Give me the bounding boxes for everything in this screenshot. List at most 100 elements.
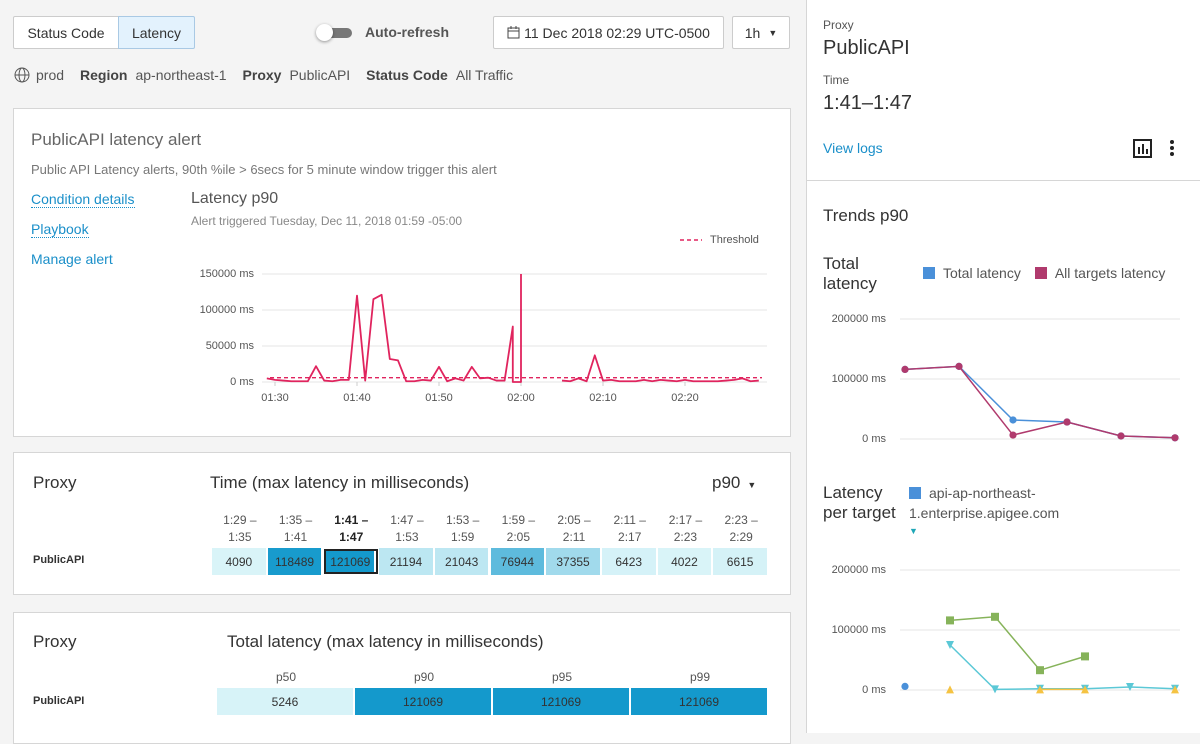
column-header-line: 2:29 — [729, 530, 753, 544]
time-value: 1:41–1:47 — [823, 92, 912, 114]
legend-label: api-ap-northeast-1.enterprise.apigee.com — [909, 485, 1060, 521]
proxy-value: PublicAPI — [823, 37, 910, 59]
row-header: Proxy — [33, 473, 77, 492]
filter-bar: prod Region ap-northeast-1 Proxy PublicAPI S… — [14, 67, 513, 83]
filter-label: Status Code — [366, 67, 448, 83]
toggle-knob — [316, 24, 333, 41]
heat-cell: 21194 — [379, 548, 435, 575]
caret: ▼ — [747, 480, 757, 490]
column-header: 2:05 – 2:11 — [546, 512, 602, 546]
column-header-line: 1:59 – — [501, 513, 536, 527]
column-header-line: 2:17 — [618, 530, 642, 544]
column-header: 1:41 – 1:47 — [323, 512, 379, 546]
condition-link[interactable]: Condition details — [31, 191, 135, 208]
legend: Total latency All targets latency — [923, 265, 1165, 281]
column-header: 2:17 – 2:23 — [658, 512, 714, 546]
column-header: p50 — [275, 670, 297, 684]
legend-label: All targets latency — [1054, 265, 1166, 281]
time-table-card: Proxy Time (max latency in milliseconds)… — [13, 452, 791, 595]
column-header: 2:11 – 2:17 — [602, 512, 658, 546]
heat-cell: 118489 — [267, 548, 324, 575]
details-panel: Proxy PublicAPI Time 1:41–1:47 View logs… — [806, 0, 1200, 733]
column-header-line: 1:35 – — [278, 513, 313, 527]
table-title: Time (max latency in milliseconds) — [210, 473, 470, 492]
column-header: p99 — [689, 670, 711, 684]
tab[interactable]: Status Code — [13, 16, 119, 49]
column-header: 1:47 – 1:53 — [379, 512, 435, 546]
row-header: Proxy — [33, 632, 77, 651]
table-title: Total latency (max latency in millisecon… — [227, 632, 544, 651]
alert-title: PublicAPI latency alert — [31, 130, 202, 149]
alert-description: Public API Latency alerts, 90th %ile > 6… — [31, 162, 497, 177]
column-header-line: 1:35 — [228, 530, 252, 544]
heat-cell: 76944 — [490, 548, 547, 575]
globe-icon — [14, 67, 30, 83]
toggle-track — [320, 28, 352, 38]
column-header: 1:29 – 1:35 — [212, 512, 268, 546]
date-picker[interactable]: 11 Dec 2018 02:29 UTC-0500 — [493, 16, 724, 49]
view-logs-link[interactable]: View logs — [823, 140, 883, 156]
heat-cell: 4090 — [212, 548, 268, 575]
column-header-line: 1:59 — [450, 530, 475, 544]
column-header-line: 1:53 – — [445, 513, 480, 527]
heat-cell: 37355 — [546, 548, 602, 575]
heat-cell: 5246 — [217, 688, 355, 715]
trends-title: Trends p90 — [823, 206, 909, 225]
column-header-line: 1:47 — [339, 530, 364, 544]
heat-cell: 21043 — [434, 548, 491, 575]
percentile-dropdown[interactable]: p90 ▼ — [712, 473, 756, 493]
row-label: PublicAPI — [33, 695, 85, 707]
auto-refresh-label: Auto-refresh — [365, 24, 450, 40]
range-text: 1h — [744, 24, 761, 41]
manage-link[interactable]: Manage alert — [31, 251, 113, 267]
playbook-link[interactable]: Playbook — [31, 221, 89, 238]
column-header-line: 1:41 — [283, 530, 308, 544]
heat-cell: 6615 — [713, 548, 769, 575]
column-header: 1:53 – 1:59 — [435, 512, 491, 546]
divider — [807, 180, 1200, 181]
total-table-card: Proxy Total latency (max latency in mill… — [13, 612, 791, 744]
column-header-line: 2:23 – — [724, 513, 758, 527]
chart-title: Latency p90 — [191, 190, 279, 207]
column-header-line: 2:05 — [506, 530, 531, 544]
legend-item: All targets latency — [1034, 265, 1166, 281]
time-label: Time — [823, 73, 850, 87]
heat-cell: 121069 — [355, 688, 493, 715]
percentile: p90 — [712, 473, 741, 492]
column-header-line: 2:17 – — [668, 513, 703, 527]
column-header-line: 1:29 – — [223, 513, 257, 527]
legend-item: Total latency — [923, 265, 1021, 281]
heat-cell: 121069 — [631, 688, 769, 715]
column-header: 1:59 – 2:05 — [491, 512, 547, 546]
column-header-line: 1:47 – — [390, 513, 424, 527]
column-header-line: 1:41 – — [334, 513, 369, 527]
chart-icon-button[interactable] — [1133, 139, 1153, 159]
environment: prod — [36, 67, 65, 83]
more-menu-button[interactable] — [1167, 139, 1177, 159]
trend-chart-title: Total latency — [823, 254, 877, 293]
date-text: 11 Dec 2018 02:29 UTC-0500 — [524, 24, 710, 41]
column-header: p90 — [413, 670, 435, 684]
heat-cell: 6423 — [601, 548, 658, 575]
legend: api-ap-northeast-1.enterprise.apigee.com — [909, 483, 1079, 523]
range-picker[interactable]: 1h ▼ — [732, 16, 790, 49]
legend-dropdown[interactable]: ▼ — [909, 526, 918, 536]
column-header: 1:35 – 1:41 — [268, 512, 324, 546]
filter-value: ap-northeast-1 — [135, 67, 227, 83]
legend-swatch — [909, 487, 921, 499]
heat-cell: 121069 — [493, 688, 631, 715]
filter-label: Region — [80, 67, 128, 83]
filter-label: Proxy — [242, 67, 282, 83]
row-label: PublicAPI — [33, 554, 85, 566]
toggle[interactable] — [316, 24, 354, 41]
tab-selected[interactable]: Latency — [118, 16, 195, 49]
filter-value: PublicAPI — [289, 67, 351, 83]
alert-card: PublicAPI latency alert Public API Laten… — [13, 108, 791, 437]
column-header: 2:23 – 2:29 — [713, 512, 769, 546]
legend-swatch — [923, 267, 935, 279]
column-header-line: 2:05 – — [557, 513, 591, 527]
heat-cell: 4022 — [657, 548, 714, 575]
legend-item: api-ap-northeast-1.enterprise.apigee.com — [909, 485, 1059, 521]
heat-cell[interactable]: 121069 — [323, 548, 380, 575]
proxy-label: Proxy — [823, 18, 854, 32]
